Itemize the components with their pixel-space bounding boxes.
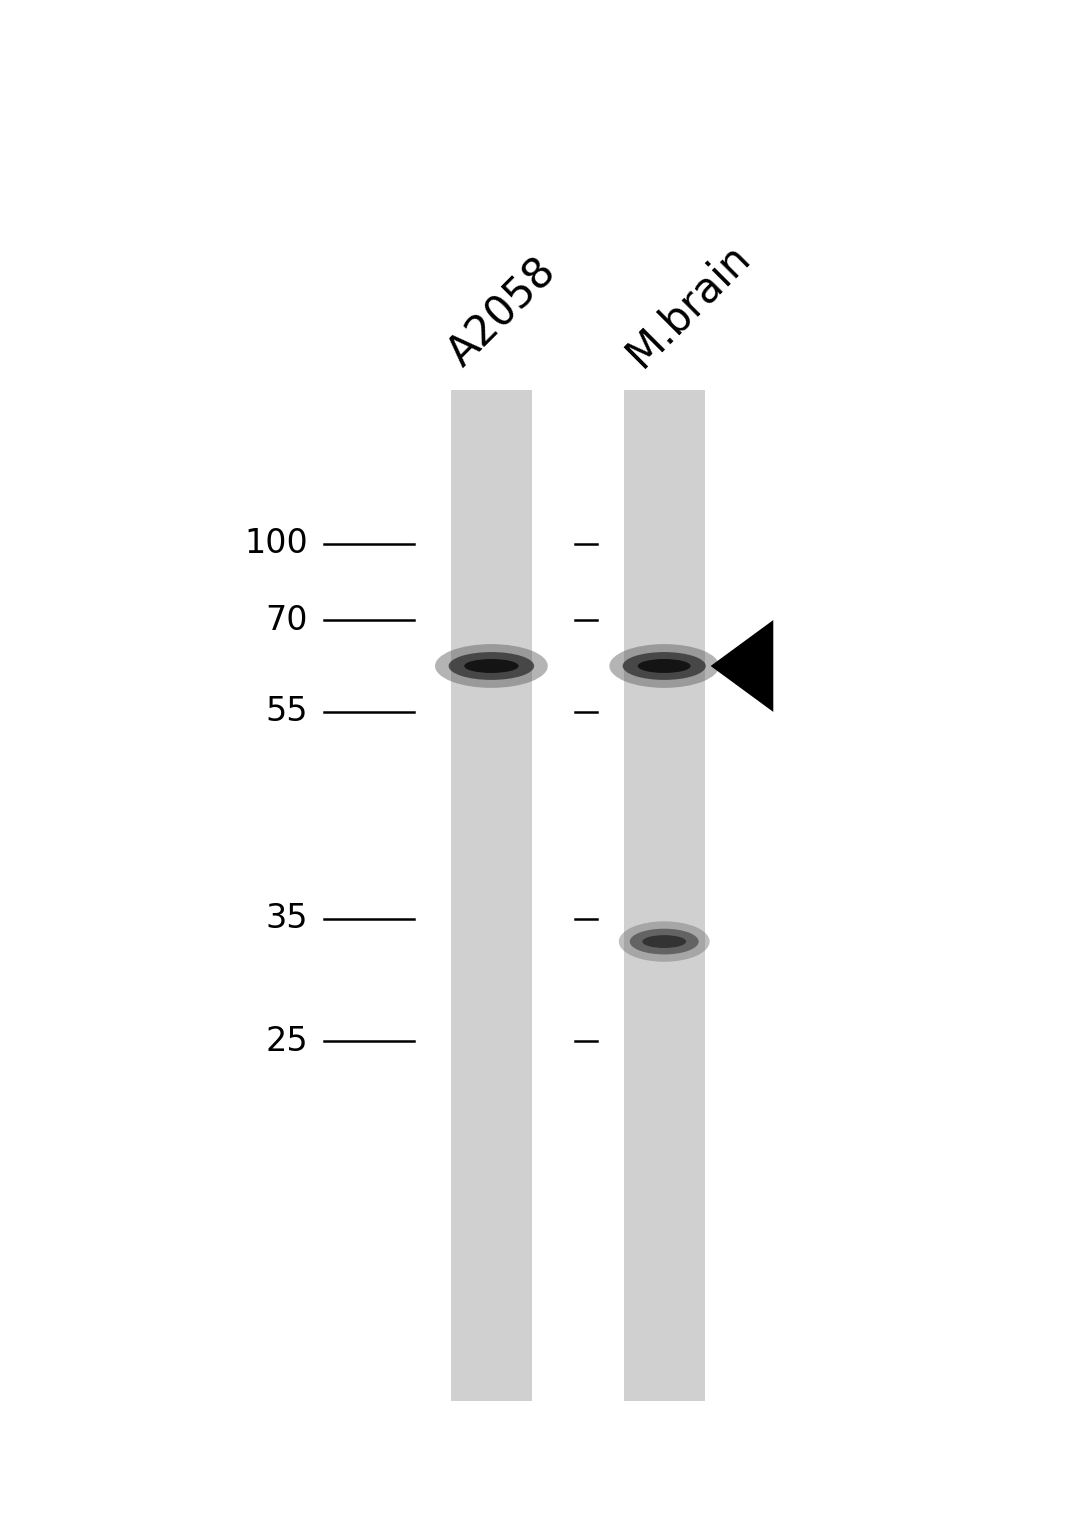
Ellipse shape <box>622 652 706 680</box>
Bar <box>451 390 532 1401</box>
Ellipse shape <box>464 658 518 674</box>
Ellipse shape <box>643 935 686 948</box>
Ellipse shape <box>619 922 710 961</box>
Text: 35: 35 <box>266 902 308 935</box>
Text: 100: 100 <box>244 527 308 560</box>
Ellipse shape <box>448 652 535 680</box>
Polygon shape <box>711 620 773 712</box>
Ellipse shape <box>637 658 691 674</box>
Ellipse shape <box>630 929 699 954</box>
Text: 70: 70 <box>266 603 308 637</box>
Text: M.brain: M.brain <box>619 234 758 375</box>
Text: A2058: A2058 <box>441 250 565 375</box>
Text: 55: 55 <box>266 695 308 729</box>
Ellipse shape <box>435 645 548 687</box>
Ellipse shape <box>609 645 719 687</box>
Bar <box>624 390 705 1401</box>
Text: 25: 25 <box>266 1024 308 1058</box>
